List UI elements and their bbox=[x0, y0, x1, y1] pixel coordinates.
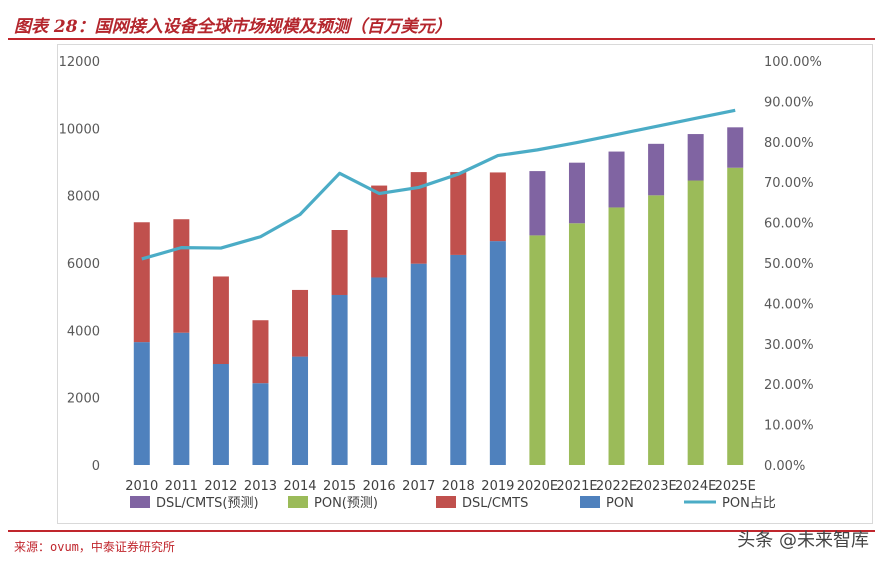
y2-tick-label: 70.00% bbox=[764, 176, 814, 191]
legend-swatch bbox=[130, 496, 150, 508]
bar-dslcmts bbox=[212, 276, 229, 364]
y-tick-label: 8000 bbox=[67, 190, 100, 205]
bar-pon bbox=[331, 294, 348, 465]
y-tick-label: 2000 bbox=[67, 392, 100, 407]
chart-frame: 0 2000 4000 6000 8000 10000 12000 0.00% 10.00% 20… bbox=[57, 44, 873, 524]
x-tick-label: 2022E bbox=[596, 479, 637, 494]
y-tick-label: 0 bbox=[92, 459, 100, 474]
y2-tick-label: 20.00% bbox=[764, 378, 814, 393]
legend-label: PON占比 bbox=[722, 496, 776, 511]
y2-tick-label: 30.00% bbox=[764, 338, 814, 353]
bar-pon bbox=[489, 241, 506, 465]
bar-pon bbox=[450, 254, 467, 465]
legend-swatch bbox=[580, 496, 600, 508]
bar-dslcmts-forecast bbox=[608, 151, 625, 208]
y-tick-label: 6000 bbox=[67, 257, 100, 272]
bar-dslcmts bbox=[133, 222, 150, 343]
y2-tick-label: 50.00% bbox=[764, 257, 814, 272]
legend-swatch bbox=[288, 496, 308, 508]
legend-label: DSL/CMTS bbox=[462, 496, 528, 511]
legend-label: PON(预测) bbox=[314, 496, 378, 511]
pon-share-line bbox=[141, 108, 736, 261]
bar-pon bbox=[133, 342, 150, 465]
watermark: 头条 @未来智库 bbox=[737, 530, 869, 551]
bar-dslcmts bbox=[252, 320, 269, 384]
bar-pon-forecast bbox=[529, 235, 546, 465]
x-tick-label: 2021E bbox=[556, 479, 597, 494]
bar-dslcmts bbox=[173, 219, 190, 333]
x-tick-label: 2025E bbox=[715, 479, 756, 494]
x-tick-label: 2019 bbox=[481, 479, 514, 494]
bar-dslcmts-forecast bbox=[687, 134, 704, 181]
bar-dslcmts bbox=[331, 230, 348, 295]
x-tick-label: 2016 bbox=[363, 479, 396, 494]
x-tick-label: 2015 bbox=[323, 479, 356, 494]
bar-dslcmts bbox=[450, 172, 467, 255]
source-note: 来源：ovum，中泰证券研究所 bbox=[14, 540, 175, 554]
legend-label: DSL/CMTS(预测) bbox=[156, 496, 259, 511]
bar-pon-forecast bbox=[568, 223, 585, 465]
chart-svg: 0 2000 4000 6000 8000 10000 12000 0.00% 10.00% 20… bbox=[59, 55, 822, 511]
chart-title: 图表 28：国网接入设备全球市场规模及预测（百万美元） bbox=[14, 17, 452, 37]
bar-dslcmts-forecast bbox=[727, 127, 744, 168]
y2-tick-label: 80.00% bbox=[764, 136, 814, 151]
y2-tick-label: 10.00% bbox=[764, 419, 814, 434]
bar-pon bbox=[292, 356, 309, 465]
x-tick-label: 2017 bbox=[402, 479, 435, 494]
bar-dslcmts bbox=[292, 289, 309, 357]
bar-pon bbox=[252, 383, 269, 465]
bar-dslcmts bbox=[410, 172, 427, 264]
y-tick-label: 4000 bbox=[67, 324, 100, 339]
bar-dslcmts bbox=[489, 172, 506, 242]
bar-dslcmts-forecast bbox=[529, 171, 546, 236]
bar-pon bbox=[371, 277, 388, 465]
bar-dslcmts-forecast bbox=[648, 143, 665, 196]
x-tick-label: 2020E bbox=[517, 479, 558, 494]
bar-pon bbox=[410, 263, 427, 465]
y-tick-label: 10000 bbox=[59, 122, 100, 137]
footer-divider bbox=[8, 530, 875, 532]
x-tick-label: 2013 bbox=[244, 479, 277, 494]
legend-label: PON bbox=[606, 496, 634, 511]
x-tick-label: 2011 bbox=[165, 479, 198, 494]
bar-pon bbox=[173, 332, 190, 465]
y2-tick-label: 90.00% bbox=[764, 95, 814, 110]
x-tick-label: 2024E bbox=[675, 479, 716, 494]
x-tick-label: 2010 bbox=[125, 479, 158, 494]
bar-pon-forecast bbox=[608, 207, 625, 465]
legend-swatch bbox=[436, 496, 456, 508]
x-tick-label: 2012 bbox=[204, 479, 237, 494]
y2-tick-label: 100.00% bbox=[764, 55, 822, 70]
x-tick-label: 2018 bbox=[442, 479, 475, 494]
y2-tick-label: 40.00% bbox=[764, 297, 814, 312]
x-tick-label: 2023E bbox=[635, 479, 676, 494]
bar-pon-forecast bbox=[687, 180, 704, 465]
bar-dslcmts bbox=[371, 185, 388, 278]
bar-pon bbox=[212, 364, 229, 465]
bar-pon-forecast bbox=[727, 167, 744, 465]
x-tick-label: 2014 bbox=[283, 479, 316, 494]
y-tick-label: 12000 bbox=[59, 55, 100, 70]
y2-tick-label: 0.00% bbox=[764, 459, 805, 474]
bar-pon-forecast bbox=[648, 195, 665, 465]
y2-tick-label: 60.00% bbox=[764, 217, 814, 232]
bar-dslcmts-forecast bbox=[568, 162, 585, 224]
title-bar: 图表 28：国网接入设备全球市场规模及预测（百万美元） bbox=[8, 6, 875, 40]
